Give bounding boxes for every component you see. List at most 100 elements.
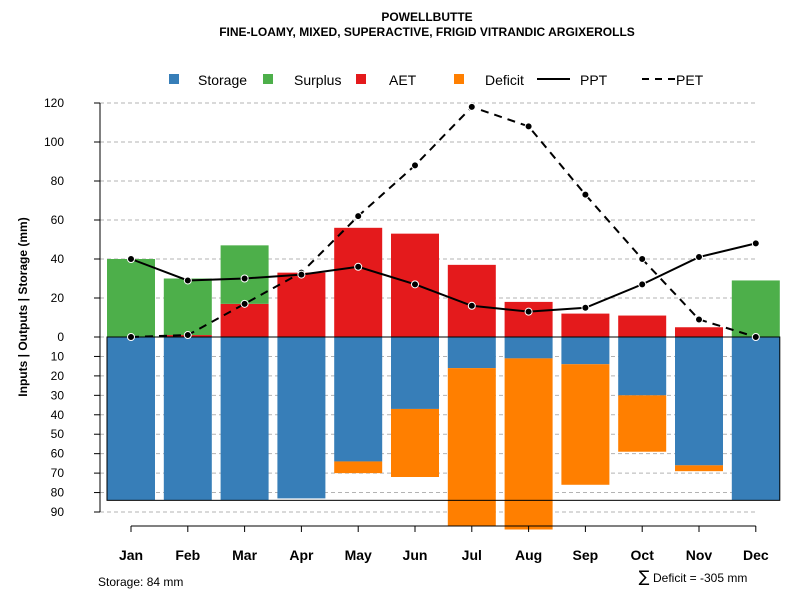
storage-footer: Storage: 84 mm: [98, 575, 183, 589]
chart-title: POWELLBUTTE: [381, 10, 472, 24]
bar-deficit-sep: [561, 364, 610, 485]
bar-deficit-jul: [447, 368, 496, 526]
y-tick-label-upper-80: 80: [51, 174, 65, 188]
point-ppt-nov: [695, 253, 703, 262]
legend-item-pet: PET: [642, 72, 704, 88]
y-tick-label-lower-60: 60: [51, 447, 65, 461]
legend-item-storage: Storage: [169, 72, 247, 88]
bar-deficit-oct: [618, 395, 667, 452]
sum-icon: ∑: [639, 567, 650, 586]
point-pet-nov: [695, 315, 703, 324]
bar-aet-jul: [447, 264, 496, 337]
deficit-footer: Deficit = -305 mm: [653, 571, 747, 585]
y-axis-title: Inputs | Outputs | Storage (mm): [16, 217, 30, 396]
y-tick-label-lower-40: 40: [51, 408, 65, 422]
legend-label-deficit: Deficit: [485, 72, 524, 88]
x-tick-label-sep: Sep: [573, 547, 599, 563]
line-pet: [130, 105, 757, 338]
point-ppt-apr: [297, 270, 306, 279]
legend-item-surplus: Surplus: [263, 72, 341, 88]
x-tick-label-nov: Nov: [686, 547, 713, 563]
y-tick-label-upper-60: 60: [51, 213, 65, 227]
point-pet-mar: [240, 299, 249, 308]
bar-aet-apr: [277, 272, 326, 337]
bar-storage-nov: [675, 337, 723, 466]
y-tick-label-upper-20: 20: [51, 291, 65, 305]
point-pet-jul: [467, 102, 476, 111]
bar-storage-dec: [731, 337, 780, 501]
bar-storage-jun: [391, 337, 439, 409]
y-tick-label-lower-50: 50: [51, 427, 65, 441]
legend-item-ppt: PPT: [537, 72, 608, 88]
x-tick-label-feb: Feb: [175, 547, 200, 563]
y-tick-label-lower-80: 80: [51, 486, 65, 500]
legend-swatch-storage: [169, 74, 179, 84]
y-tick-label-lower-70: 70: [51, 466, 65, 480]
point-ppt-jun: [411, 280, 419, 289]
bar-aet-may: [334, 227, 383, 337]
point-pet-may: [354, 212, 363, 221]
point-pet-dec: [751, 333, 760, 341]
x-axis: Jan Feb Mar Apr May Jun Jul Aug Sep Oct Nov Dec: [119, 525, 769, 563]
point-ppt-jan: [127, 255, 135, 263]
legend-label-aet: AET: [389, 72, 417, 88]
bar-storage-sep: [561, 337, 610, 365]
point-ppt-aug: [524, 307, 533, 316]
legend-item-aet: AET: [356, 72, 417, 88]
bar-aet-aug: [504, 301, 553, 337]
bar-storage-feb: [163, 337, 212, 501]
legend-swatch-surplus: [263, 74, 273, 84]
x-tick-label-may: May: [345, 547, 372, 563]
x-tick-label-jul: Jul: [462, 547, 482, 563]
bars: [107, 227, 780, 530]
bar-aet-oct: [618, 315, 667, 337]
x-tick-label-jun: Jun: [403, 547, 428, 563]
y-tick-label-upper-100: 100: [44, 135, 64, 149]
bar-surplus-dec: [731, 280, 780, 337]
point-ppt-mar: [240, 274, 249, 283]
point-pet-sep: [581, 190, 590, 199]
y-tick-label-upper-120: 120: [44, 96, 64, 110]
x-tick-label-apr: Apr: [289, 547, 314, 563]
legend-swatch-aet: [356, 74, 366, 84]
bar-storage-apr: [277, 337, 326, 499]
bar-storage-aug: [504, 337, 553, 359]
bar-aet-nov: [675, 327, 723, 337]
bar-storage-mar: [220, 337, 269, 501]
legend-label-storage: Storage: [198, 72, 247, 88]
y-tick-label-lower-90: 90: [51, 505, 65, 519]
y-tick-label-upper-40: 40: [51, 252, 65, 266]
point-ppt-oct: [638, 280, 647, 289]
x-tick-label-mar: Mar: [232, 547, 257, 563]
y-axis: 0 20 40 60 80 100 120 10 20 30 40 50 60 70 80 90: [44, 96, 101, 519]
point-pet-feb: [183, 331, 192, 340]
point-ppt-may: [354, 262, 363, 271]
x-tick-label-dec: Dec: [743, 547, 769, 563]
y-tick-label-upper-0: 0: [57, 330, 64, 344]
legend-label-surplus: Surplus: [294, 72, 341, 88]
bar-aet-sep: [561, 313, 610, 337]
bar-aet-mar: [220, 303, 269, 337]
point-pet-aug: [524, 122, 533, 131]
y-tick-label-lower-30: 30: [51, 388, 65, 402]
line-ppt: [130, 242, 757, 313]
y-tick-label-lower-20: 20: [51, 369, 65, 383]
bar-deficit-jun: [391, 408, 439, 477]
x-tick-label-aug: Aug: [515, 547, 542, 563]
x-tick-label-jan: Jan: [119, 547, 143, 563]
point-pet-jun: [411, 161, 419, 170]
bar-storage-jan: [107, 337, 155, 501]
bar-deficit-nov: [675, 465, 723, 472]
legend-item-deficit: Deficit: [454, 72, 524, 88]
point-ppt-dec: [751, 239, 760, 248]
point-pet-jan: [127, 333, 135, 341]
point-ppt-jul: [467, 301, 476, 310]
legend-swatch-deficit: [454, 74, 464, 84]
point-pet-oct: [638, 255, 647, 263]
bar-surplus-jan: [107, 259, 155, 337]
bar-storage-jul: [447, 337, 496, 369]
frames: [106, 336, 781, 501]
point-ppt-sep: [581, 303, 590, 312]
bar-deficit-aug: [504, 358, 553, 530]
legend: Storage Surplus AET Deficit PPT PET: [169, 72, 704, 88]
